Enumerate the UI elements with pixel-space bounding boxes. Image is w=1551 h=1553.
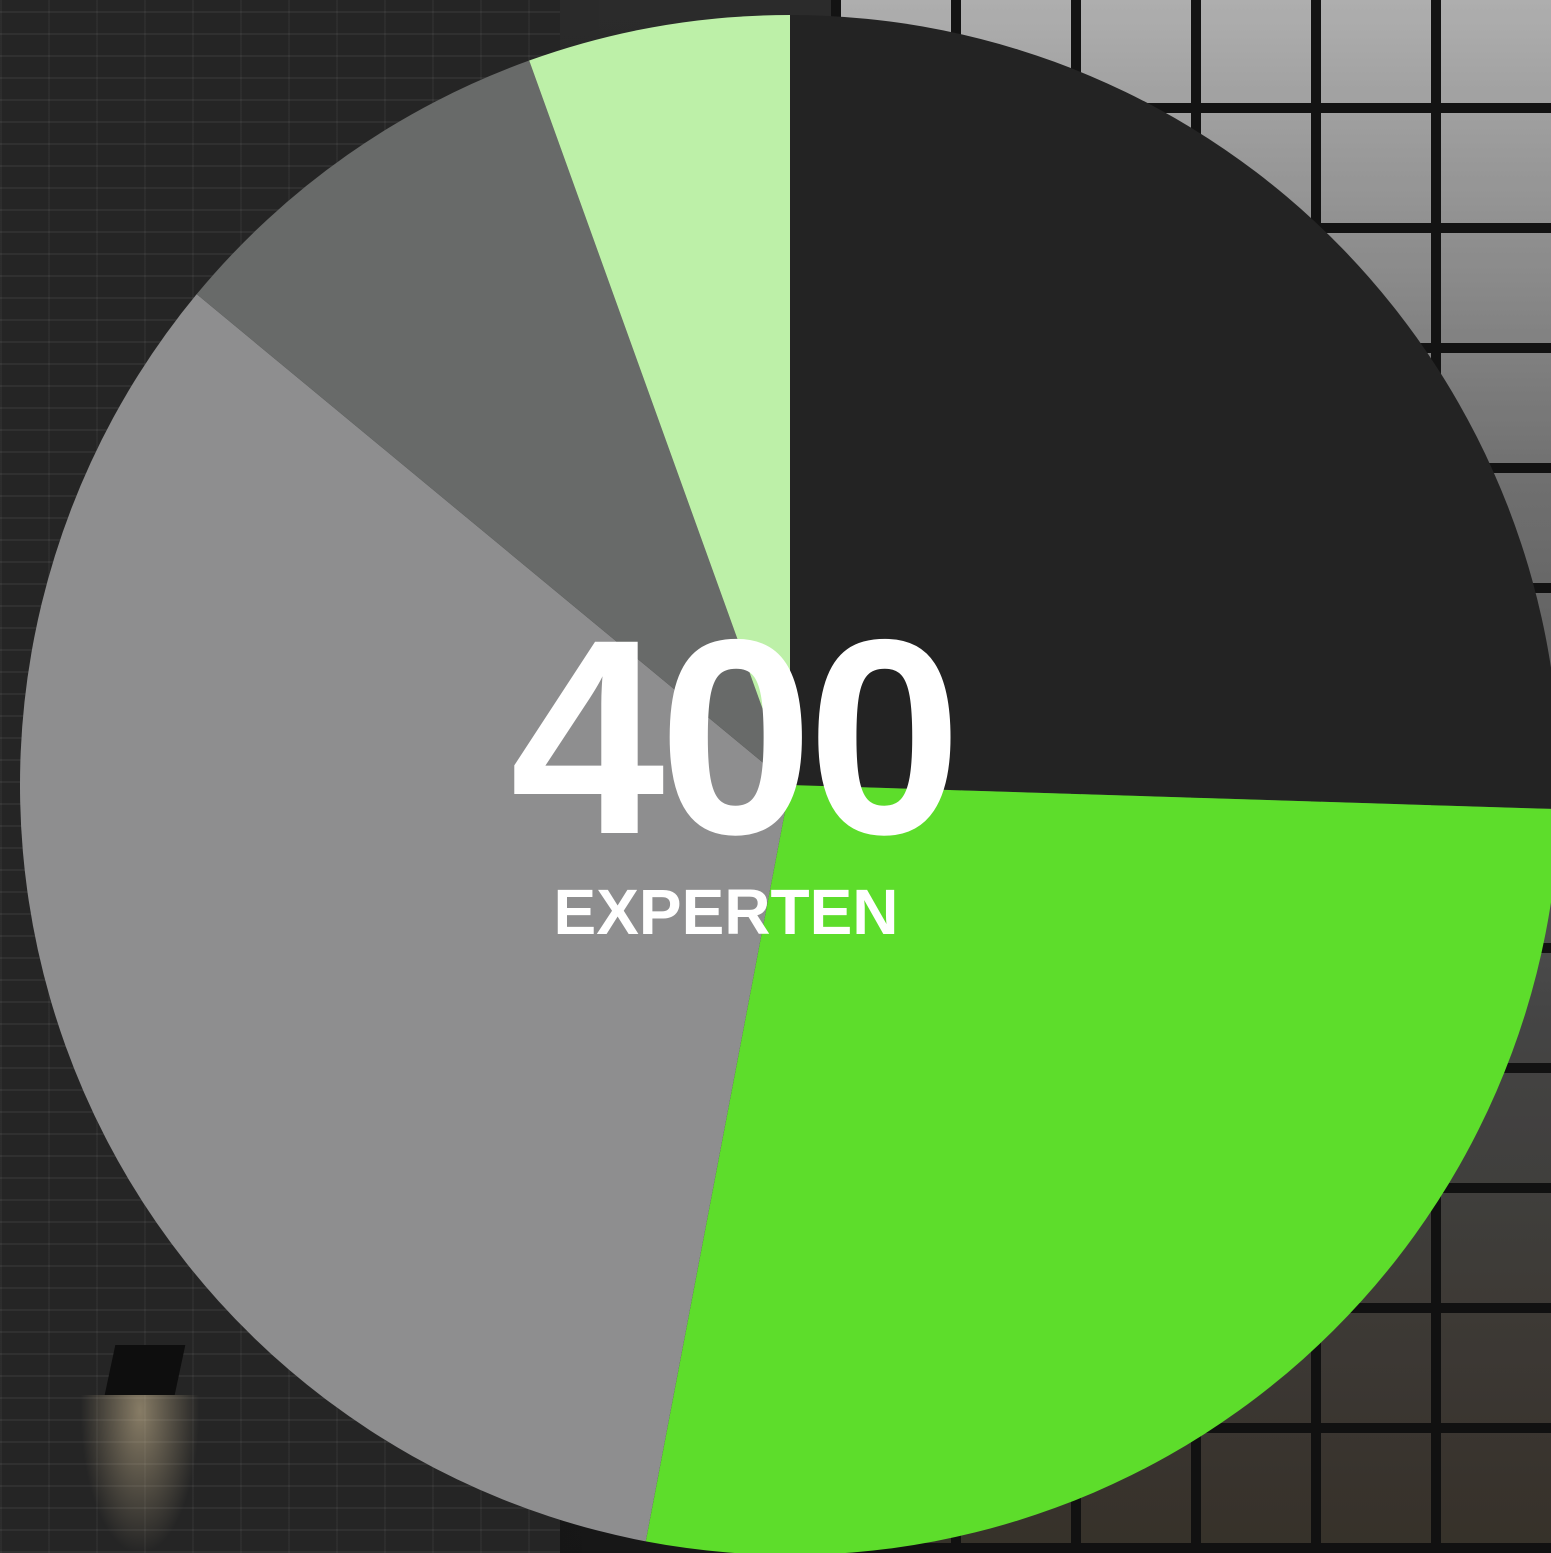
pie-slice-4 [196,60,790,785]
background-lamp-glow [80,1395,200,1553]
center-label-text: EXPERTEN [553,876,899,948]
pie-slice-3 [19,294,790,1542]
pie-slice-2 [645,785,1551,1553]
pie-slice-5 [529,15,790,785]
center-value-text: 400 [510,581,962,892]
pie-slice-1 [790,15,1551,809]
